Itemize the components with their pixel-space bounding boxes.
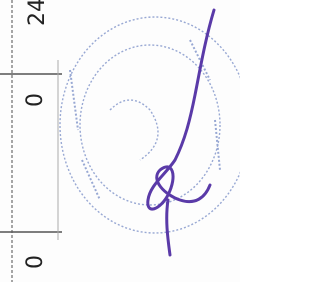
- document-fragment: 24 0 0: [0, 0, 240, 282]
- scan: 24 0 0: [0, 0, 240, 282]
- stamp-emblem: [110, 100, 158, 160]
- cell-text: 0: [23, 93, 48, 107]
- stamp-lettering: [70, 40, 220, 200]
- cell-text: 0: [23, 255, 48, 269]
- cell-text: 24: [25, 0, 50, 26]
- stamp-outer-ring: [60, 17, 240, 233]
- signature: [148, 10, 214, 255]
- stamp: [60, 17, 240, 233]
